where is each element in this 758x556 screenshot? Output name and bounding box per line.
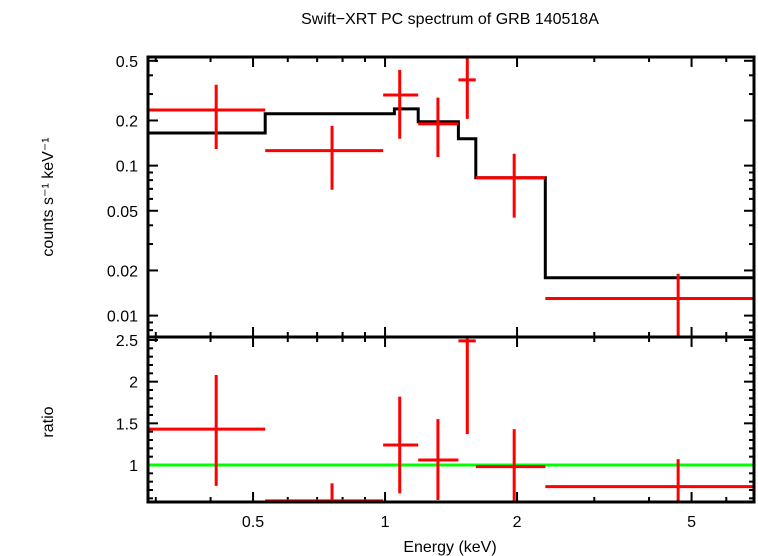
y-axis-label-spectrum: counts s⁻¹ keV⁻¹ bbox=[40, 137, 57, 256]
y-tick-label-ratio: 1 bbox=[129, 458, 138, 475]
ratio-data-point bbox=[458, 337, 476, 435]
y-tick-label-ratio: 1.5 bbox=[116, 416, 138, 433]
ratio-data-point bbox=[418, 419, 459, 500]
y-tick-label-spectrum: 0.02 bbox=[107, 263, 138, 280]
y-axis-label-ratio: ratio bbox=[40, 406, 57, 437]
y-tick-label-spectrum: 0.1 bbox=[116, 159, 138, 176]
ratio-data-point bbox=[475, 429, 546, 502]
x-tick-label: 2 bbox=[513, 514, 522, 531]
spectrum-data-point bbox=[418, 97, 459, 158]
y-tick-label-spectrum: 0.5 bbox=[116, 54, 138, 71]
x-tick-label: 1 bbox=[381, 514, 390, 531]
x-axis-label: Energy (keV) bbox=[403, 539, 496, 556]
y-tick-label-spectrum: 0.01 bbox=[107, 309, 138, 326]
ratio-data-point bbox=[545, 459, 754, 502]
x-tick-label: 0.5 bbox=[242, 514, 264, 531]
y-tick-label-spectrum: 0.05 bbox=[107, 204, 138, 221]
y-tick-label-ratio: 2 bbox=[129, 375, 138, 392]
ratio-panel-frame bbox=[146, 335, 756, 504]
chart-title: Swift−XRT PC spectrum of GRB 140518A bbox=[301, 11, 599, 28]
x-tick-label: 5 bbox=[687, 514, 696, 531]
spectrum-data-point bbox=[265, 125, 384, 190]
spectrum-data-point bbox=[148, 84, 266, 150]
spectrum-data-point bbox=[383, 69, 419, 139]
spectrum-data-point bbox=[545, 273, 754, 337]
ratio-data-point bbox=[383, 396, 419, 494]
ratio-data-point bbox=[148, 375, 266, 486]
spectrum-data-point bbox=[458, 57, 476, 119]
spectrum-data-point bbox=[475, 153, 546, 218]
y-tick-label-ratio: 2.5 bbox=[116, 333, 138, 350]
y-tick-label-spectrum: 0.2 bbox=[116, 113, 138, 130]
